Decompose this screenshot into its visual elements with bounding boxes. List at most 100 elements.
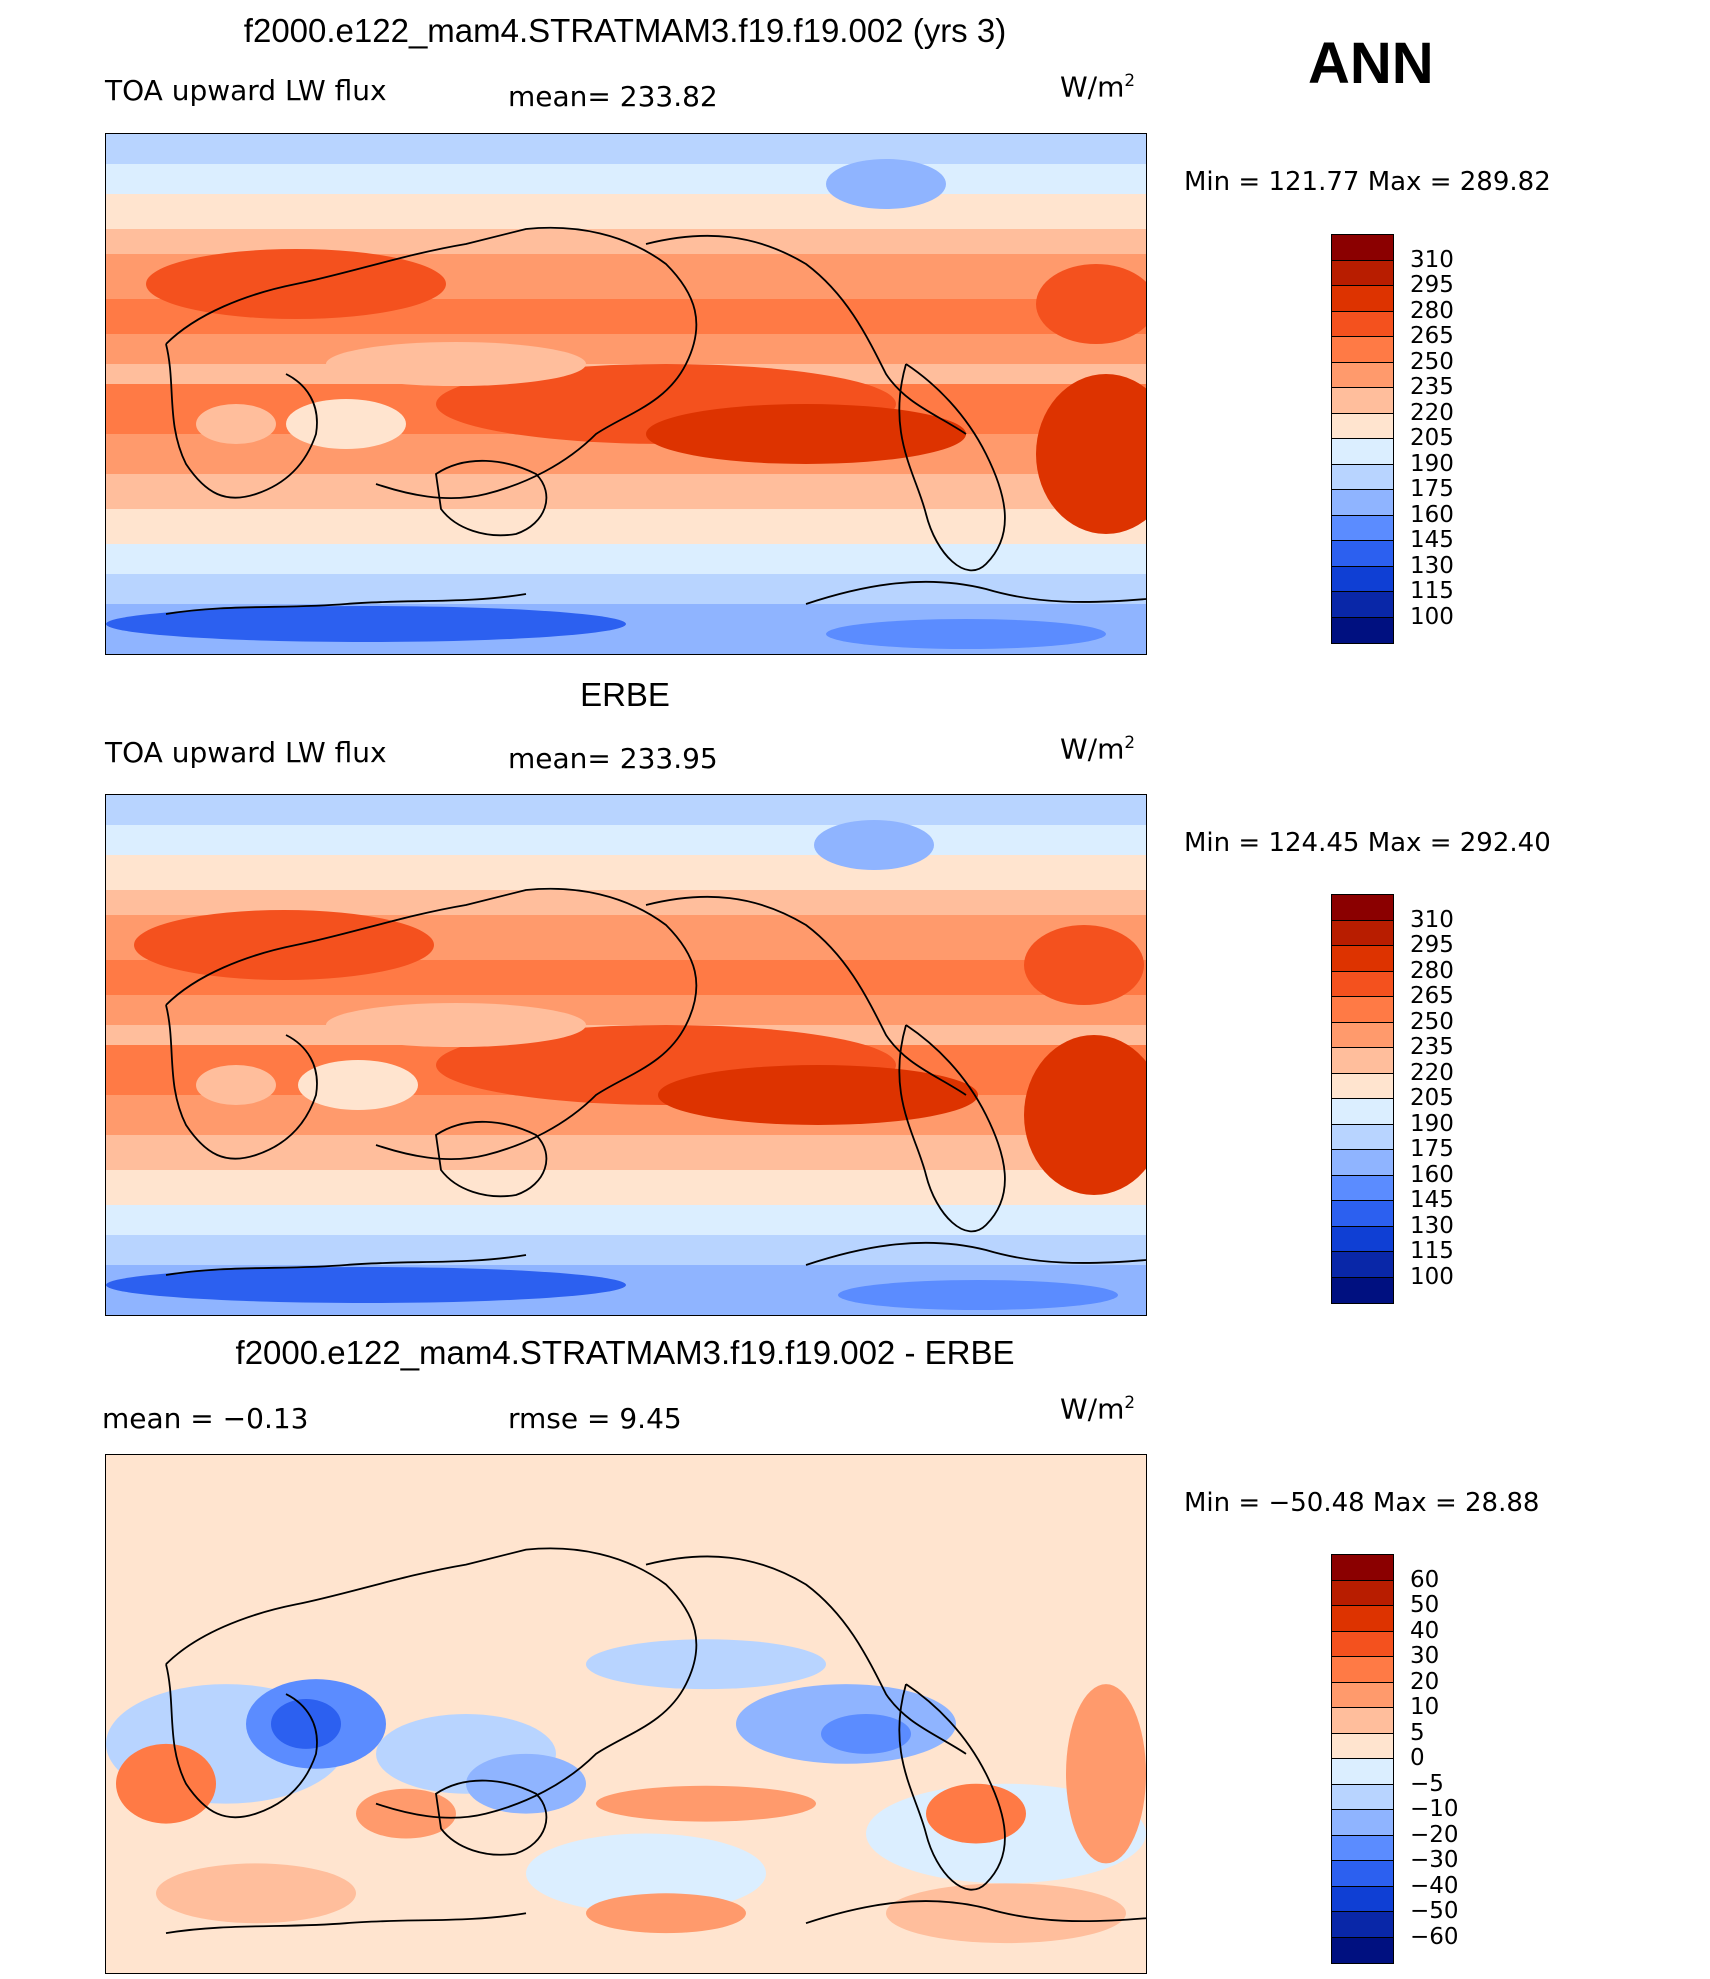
contour-band (106, 509, 1146, 544)
colorbar-swatch (1332, 1759, 1393, 1785)
contour-band (106, 544, 1146, 574)
colorbar-tick-label: 205 (1410, 1085, 1454, 1111)
coastline (165, 1004, 318, 1160)
colorbar-swatch (1332, 920, 1393, 946)
colorbar-tick-label: −10 (1410, 1796, 1459, 1822)
colorbar-swatch (1332, 1580, 1393, 1606)
coastline (165, 1912, 527, 1935)
colorbar-tick-label: 295 (1410, 932, 1454, 958)
colorbar-tick-label: 40 (1410, 1617, 1440, 1644)
colorbar-swatch (1332, 1252, 1393, 1278)
colorbar-tick-label: 50 (1410, 1592, 1440, 1618)
contour-blob (1036, 374, 1146, 534)
contour-blob (106, 1267, 626, 1303)
panel-2-variable-label: TOA upward LW flux (105, 736, 387, 769)
panel-1-map (105, 133, 1147, 655)
panel-3-mean-label: mean = −0.13 (102, 1402, 309, 1435)
contour-blob (586, 1893, 746, 1934)
contour-band (106, 795, 1146, 825)
contour-blob (596, 1785, 816, 1822)
colorbar-tick-label: 130 (1410, 1212, 1454, 1239)
colorbar-tick-label: 250 (1410, 1008, 1454, 1035)
colorbar-swatch (1332, 337, 1393, 363)
contour-blob (106, 606, 626, 642)
colorbar-swatch (1332, 541, 1393, 567)
colorbar-tick-label: 0 (1410, 1745, 1425, 1771)
contour-blob (826, 619, 1106, 649)
colorbar-swatch (1332, 1099, 1393, 1125)
panel-2-mean-label: mean= 233.95 (508, 742, 718, 775)
panel-2-map (105, 794, 1147, 1316)
colorbar-swatch (1332, 1150, 1393, 1176)
coastline (805, 1241, 1146, 1266)
coastline (898, 1683, 1006, 1891)
colorbar-tick-label: −5 (1410, 1770, 1444, 1797)
colorbar-tick-label: 10 (1410, 1694, 1440, 1720)
colorbar-tick-label: 130 (1410, 552, 1454, 579)
colorbar-swatch (1332, 1124, 1393, 1150)
contour-blob (286, 399, 406, 449)
colorbar-tick-label: 220 (1410, 1059, 1454, 1086)
colorbar-swatch (1332, 1606, 1393, 1632)
panel-3-title: f2000.e122_mam4.STRATMAM3.f19.f19.002 - … (235, 1334, 1015, 1371)
contour-blob (356, 1788, 456, 1839)
contour-band (106, 1205, 1146, 1235)
coastline (165, 593, 527, 615)
contour-band (106, 334, 1146, 364)
coastline (165, 226, 698, 500)
colorbar-swatch (1332, 997, 1393, 1023)
colorbar-tick-label: 5 (1410, 1719, 1425, 1746)
panel-3-rmse-label: rmse = 9.45 (508, 1402, 682, 1435)
contour-band (106, 855, 1146, 890)
contour-blob (814, 820, 934, 870)
colorbar-tick-label: 160 (1410, 1161, 1454, 1188)
contour-blob (466, 1753, 586, 1814)
colorbar-swatch (1332, 1835, 1393, 1861)
contour-blob (116, 1743, 216, 1824)
coastline (898, 363, 1006, 572)
contour-blob (271, 1699, 341, 1749)
contour-band (106, 1135, 1146, 1170)
coastline (165, 343, 318, 499)
colorbar-swatch (1332, 946, 1393, 972)
contour-blob (156, 1863, 356, 1924)
panel-1-colorbar (1331, 234, 1394, 644)
contour-blob (1036, 264, 1146, 344)
panel-1-minmax: Min = 121.77 Max = 289.82 (1184, 167, 1551, 197)
colorbar-tick-label: 175 (1410, 476, 1454, 502)
colorbar-swatch (1332, 1175, 1393, 1201)
colorbar-tick-label: −50 (1410, 1898, 1459, 1924)
colorbar-tick-label: 100 (1410, 1263, 1454, 1290)
colorbar-tick-label: 20 (1410, 1668, 1440, 1695)
coastline (805, 580, 1146, 605)
colorbar-swatch (1332, 1631, 1393, 1657)
coastline (645, 1555, 967, 1755)
contour-blob (838, 1280, 1118, 1310)
colorbar-swatch (1332, 1861, 1393, 1887)
colorbar-swatch (1332, 413, 1393, 439)
contour-blob (196, 404, 276, 444)
colorbar-tick-label: 295 (1410, 272, 1454, 298)
colorbar-swatch (1332, 388, 1393, 414)
colorbar-tick-label: 280 (1410, 957, 1454, 984)
colorbar-tick-label: 310 (1410, 246, 1454, 273)
colorbar-swatch (1332, 1022, 1393, 1048)
contour-blob (326, 1003, 586, 1047)
colorbar-tick-label: 280 (1410, 297, 1454, 324)
colorbar-tick-label: 160 (1410, 501, 1454, 528)
contour-band (106, 164, 1146, 194)
panel-2-minmax: Min = 124.45 Max = 292.40 (1184, 828, 1551, 858)
contour-blob (658, 1065, 978, 1125)
colorbar-tick-label: 250 (1410, 348, 1454, 375)
colorbar-tick-label: −60 (1410, 1923, 1459, 1950)
map-field (106, 1455, 1146, 1973)
colorbar-swatch (1332, 286, 1393, 312)
colorbar-tick-label: −40 (1410, 1872, 1459, 1899)
contour-band (106, 474, 1146, 509)
coastline (805, 1900, 1146, 1925)
map-field (106, 795, 1146, 1315)
colorbar-swatch (1332, 1912, 1393, 1938)
colorbar-swatch (1332, 1657, 1393, 1683)
contour-blob (821, 1714, 911, 1754)
coastline (898, 1024, 1006, 1233)
